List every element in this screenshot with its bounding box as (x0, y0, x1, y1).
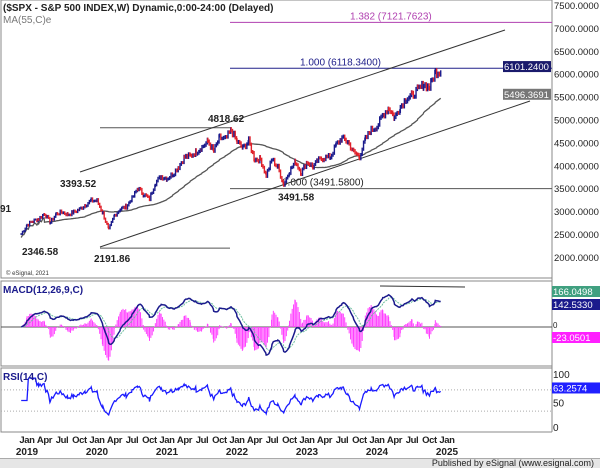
x-year-label: 2019 (16, 447, 39, 458)
rsi-value-bg (552, 382, 600, 394)
x-tick-label: Jan (229, 435, 245, 446)
fib-level-label: 0.000 (3491.5800) (282, 178, 364, 189)
rsi-tick-label: 50 (553, 399, 565, 410)
y-tick-label: 3000.0000 (554, 207, 599, 218)
ma55-line (20, 97, 442, 238)
x-tick-label: Jan (299, 435, 315, 446)
x-tick-label: Jan (19, 435, 35, 446)
x-tick-label: Oct (142, 435, 158, 446)
macd-label: MACD(12,26,9,C) (3, 285, 83, 296)
x-tick-label: Jul (336, 435, 349, 446)
x-tick-label: Apr (107, 435, 123, 446)
upper-channel-line (79, 29, 506, 173)
rsi-tick-label: 100 (553, 370, 570, 381)
x-year-label: 2025 (436, 447, 459, 458)
macd-signal-line (21, 297, 441, 351)
y-tick-label: 7500.0000 (554, 1, 599, 12)
y-axis-area (552, 0, 600, 458)
rsi-tick-label: 0 (553, 423, 559, 434)
price-annotation: 3393.52 (60, 179, 97, 190)
y-tick-label: 4000.0000 (554, 161, 599, 172)
y-tick-label: 2000.0000 (554, 253, 599, 264)
rsi-label: RSI(14,C) (3, 372, 47, 383)
x-tick-label: Apr (37, 435, 53, 446)
x-year-label: 2022 (226, 447, 249, 458)
price-annotation: 3491.58 (278, 193, 315, 204)
left-partial-label: 91 (0, 204, 12, 215)
x-tick-label: Apr (247, 435, 263, 446)
lower-channel-line (99, 100, 531, 248)
fib-level-label: 1.382 (7121.7623) (350, 11, 432, 22)
y-tick-label: 5000.0000 (554, 116, 599, 127)
x-tick-label: Oct (422, 435, 438, 446)
x-tick-label: Jan (159, 435, 175, 446)
y-tick-label: 3500.0000 (554, 184, 599, 195)
x-tick-label: Jul (196, 435, 209, 446)
x-tick-label: Jul (406, 435, 419, 446)
chart-title: ($SPX - S&P 500 INDEX,W) Dynamic,0:00-24… (3, 3, 273, 14)
x-tick-label: Jan (439, 435, 455, 446)
x-tick-label: Oct (212, 435, 228, 446)
x-tick-label: Apr (387, 435, 403, 446)
published-by: Published by eSignal (www.esignal.com) (431, 458, 594, 468)
x-year-label: 2020 (86, 447, 109, 458)
macd-zero-label: 0 (553, 321, 558, 330)
fib-level-label: 1.000 (6118.3400) (300, 57, 381, 68)
x-tick-label: Oct (72, 435, 88, 446)
macd-value: 142.5330 (553, 300, 593, 311)
macd-trendline (379, 285, 466, 288)
x-year-label: 2023 (296, 447, 319, 458)
ma-value-badge-bg (503, 88, 551, 100)
price-annotation: 4818.62 (208, 114, 245, 125)
ma-value-badge: 5496.3691 (504, 90, 549, 101)
hist-value: -23.0501 (553, 333, 591, 344)
x-year-label: 2021 (156, 447, 179, 458)
y-tick-label: 7000.0000 (554, 24, 599, 35)
price-annotation: 2346.58 (22, 247, 59, 258)
x-tick-label: Oct (352, 435, 368, 446)
x-tick-label: Jul (56, 435, 69, 446)
rsi-value: 63.2574 (553, 383, 587, 394)
y-tick-label: 2500.0000 (554, 230, 599, 241)
price-annotation: 2191.86 (94, 254, 131, 265)
last-price-badge: 6101.2400 (504, 62, 549, 73)
macd-line (20, 293, 441, 357)
y-tick-label: 6000.0000 (554, 70, 599, 81)
x-tick-label: Jan (369, 435, 385, 446)
footer: Published by eSignal (www.esignal.com) (0, 458, 600, 468)
x-tick-label: Apr (317, 435, 333, 446)
last-price-badge-bg (503, 61, 551, 73)
ma-label: MA(55,C)e (3, 15, 52, 26)
x-year-label: 2024 (366, 447, 389, 458)
panel-frame-2 (0, 367, 553, 433)
hist-value-bg (552, 332, 600, 343)
y-tick-label: 4500.0000 (554, 138, 599, 149)
x-tick-label: Jan (89, 435, 105, 446)
x-tick-label: Jul (266, 435, 279, 446)
panel-frame-0 (0, 0, 553, 279)
signal-value-bg (552, 286, 600, 297)
macd-value-bg (552, 299, 600, 310)
y-tick-label: 6500.0000 (554, 47, 599, 58)
x-tick-label: Oct (282, 435, 298, 446)
signal-value: 166.0498 (553, 287, 593, 298)
rsi-line (21, 376, 442, 417)
copyright: © eSignal, 2021 (6, 270, 49, 277)
y-tick-label: 5500.0000 (554, 93, 599, 104)
x-tick-label: Jul (126, 435, 139, 446)
x-tick-label: Apr (177, 435, 193, 446)
